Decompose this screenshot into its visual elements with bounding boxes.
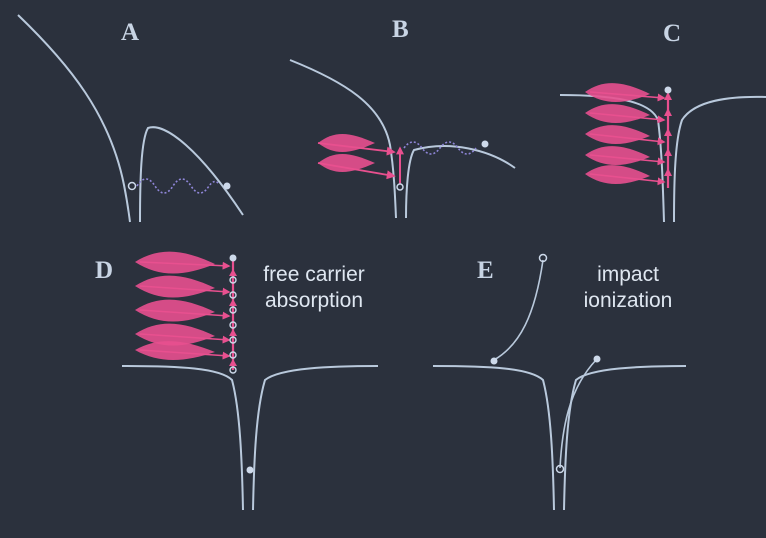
electron-b — [481, 140, 489, 148]
panel-label-a: A — [121, 19, 140, 46]
tunneling-wave-b — [403, 141, 477, 155]
panel-label-b: B — [392, 16, 409, 43]
hole-a — [127, 181, 137, 191]
potential-curve-c-right — [673, 95, 766, 223]
photon-packets-c — [585, 83, 666, 186]
electron-c — [664, 86, 672, 94]
potential-curve-a-left — [17, 14, 131, 223]
photon-packet-b-1 — [317, 133, 396, 156]
photon-packets-d — [135, 251, 231, 360]
photon-packet-b-2 — [317, 153, 396, 180]
electron-e-ejected — [538, 253, 548, 263]
potential-curve-d-right — [252, 365, 379, 511]
panel-label-e: E — [477, 257, 494, 284]
ladder-steps-d — [229, 269, 237, 366]
tunneling-wave-a — [136, 178, 219, 194]
ejected-electron-trajectory-e — [493, 259, 544, 361]
panel-d — [121, 251, 379, 511]
impact-trajectory-e — [559, 359, 597, 469]
caption-d-line1: free carrier — [263, 263, 365, 286]
caption-impact-ionization: impact ionization — [563, 262, 693, 314]
electron-a — [223, 182, 231, 190]
caption-e-line2: ionization — [583, 289, 673, 312]
hole-e — [555, 464, 565, 474]
hole-b — [396, 183, 404, 191]
panel-b — [289, 59, 516, 219]
electron-d-bottom — [246, 466, 254, 474]
panel-e — [432, 253, 687, 511]
electron-e-left — [490, 357, 498, 365]
electron-e-right — [593, 355, 601, 363]
ladder-steps-c — [664, 92, 672, 176]
potential-curve-e-right — [563, 365, 687, 511]
potential-curve-b-right — [405, 145, 516, 219]
potential-curve-e-left — [432, 365, 555, 511]
caption-free-carrier-absorption: free carrier absorption — [244, 262, 384, 314]
panel-a — [17, 14, 244, 223]
potential-curve-d-left — [121, 365, 244, 511]
panel-label-d: D — [95, 257, 114, 284]
panel-label-c: C — [663, 20, 682, 47]
caption-d-line2: absorption — [264, 289, 364, 312]
electron-d-top — [229, 254, 237, 262]
ladder-holes-d — [229, 276, 237, 374]
panel-c — [559, 83, 766, 223]
caption-e-line1: impact — [597, 263, 659, 286]
potential-curve-a-right — [139, 126, 244, 223]
potential-curve-b-left — [289, 59, 397, 219]
